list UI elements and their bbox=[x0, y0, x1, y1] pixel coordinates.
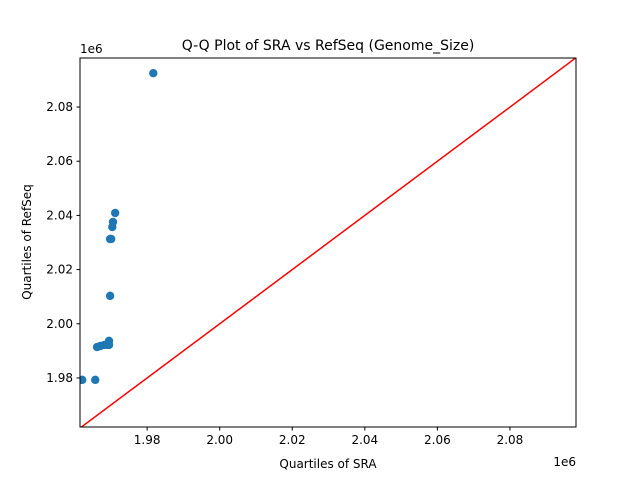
data-point bbox=[110, 208, 120, 218]
y-tick-label: 2.04 bbox=[46, 208, 73, 222]
data-point bbox=[105, 291, 115, 301]
data-point bbox=[107, 234, 116, 244]
data-point bbox=[149, 68, 158, 78]
x-tick-label: 2.02 bbox=[279, 433, 306, 447]
y-tick-label: 1.98 bbox=[46, 371, 73, 385]
x-tick-label: 2.04 bbox=[351, 433, 378, 447]
chart-title: Q-Q Plot of SRA vs RefSeq (Genome_Size) bbox=[182, 38, 475, 54]
y-tick-label: 2.06 bbox=[46, 154, 73, 168]
y-tick-label: 2.00 bbox=[46, 317, 73, 331]
x-axis-label: Quartiles of SRA bbox=[279, 457, 377, 471]
x-tick-label: 2.00 bbox=[206, 433, 233, 447]
data-point bbox=[80, 375, 87, 385]
y-axis-label: Quartiles of RefSeq bbox=[20, 184, 34, 300]
x-tick-label: 2.06 bbox=[424, 433, 451, 447]
y-offset-label: 1e6 bbox=[80, 42, 103, 56]
plot-frame bbox=[79, 57, 577, 428]
x-offset-label: 1e6 bbox=[553, 455, 576, 469]
reference-line bbox=[80, 58, 576, 427]
data-point bbox=[104, 336, 114, 346]
y-tick-label: 2.02 bbox=[46, 263, 73, 277]
data-point bbox=[91, 375, 100, 385]
x-tick-label: 2.08 bbox=[497, 433, 524, 447]
y-tick-label: 2.08 bbox=[46, 100, 73, 114]
x-tick-label: 1.98 bbox=[134, 433, 161, 447]
data-point bbox=[108, 217, 118, 227]
